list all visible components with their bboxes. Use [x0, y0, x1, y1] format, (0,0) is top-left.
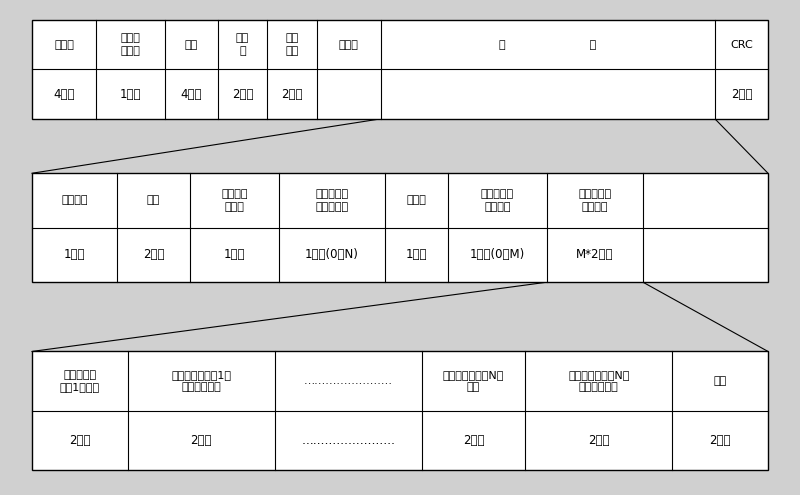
Text: 2字节: 2字节: [463, 434, 484, 447]
Text: 包标志位: 包标志位: [61, 196, 87, 205]
Text: 编码后未
解决数: 编码后未 解决数: [221, 189, 248, 212]
Text: 1字节: 1字节: [224, 248, 245, 261]
Text: ……………………: ……………………: [302, 434, 395, 447]
Text: 本包中已经
编码的包数: 本包中已经 编码的包数: [315, 189, 349, 212]
Bar: [32, 20, 768, 119]
Text: 2字节: 2字节: [281, 88, 302, 100]
Text: 1字节(0或M): 1字节(0或M): [470, 248, 525, 261]
Text: M*2字节: M*2字节: [576, 248, 614, 261]
Text: 前导码: 前导码: [54, 40, 74, 50]
Text: 1字节(0或N): 1字节(0或N): [305, 248, 359, 261]
Text: 本包中已经编码N的
包的目的地址: 本包中已经编码N的 包的目的地址: [568, 370, 630, 393]
Text: ……………………: ……………………: [304, 376, 393, 386]
Text: 帧长: 帧长: [185, 40, 198, 50]
Text: 1字节: 1字节: [63, 248, 85, 261]
Text: 2字节: 2字节: [190, 434, 212, 447]
Text: 2字节: 2字节: [730, 88, 752, 100]
Text: 1字节: 1字节: [120, 88, 142, 100]
Text: 本包中已经编码1的
包的目的地址: 本包中已经编码1的 包的目的地址: [171, 370, 231, 393]
Text: 本节点池中
包的包号: 本节点池中 包的包号: [578, 189, 612, 212]
Text: 4字节: 4字节: [181, 88, 202, 100]
Text: 本包中已经编码N的
包号: 本包中已经编码N的 包号: [443, 370, 504, 393]
Text: 本节点池中
包的个数: 本节点池中 包的个数: [481, 189, 514, 212]
Bar: [32, 173, 768, 282]
Text: 本包中已经
编码1的包号: 本包中已经 编码1的包号: [60, 370, 100, 393]
Text: CRC: CRC: [730, 40, 753, 50]
Text: 时间截: 时间截: [406, 196, 426, 205]
Text: 源地
址: 源地 址: [236, 33, 249, 56]
Text: 级数: 级数: [147, 196, 160, 205]
Text: 2字节: 2字节: [232, 88, 254, 100]
Text: 负                        载: 负 载: [499, 40, 597, 50]
Text: 2字节: 2字节: [588, 434, 610, 447]
Text: 目的
地址: 目的 地址: [286, 33, 298, 56]
Text: 2字节: 2字节: [142, 248, 164, 261]
Text: 控制域: 控制域: [339, 40, 358, 50]
Text: 保留: 保留: [714, 376, 726, 386]
Text: 1字节: 1字节: [406, 248, 427, 261]
Text: 2字节: 2字节: [710, 434, 731, 447]
Text: 4字节: 4字节: [54, 88, 75, 100]
Bar: [32, 351, 768, 470]
Text: 帧起始
分隔符: 帧起始 分隔符: [121, 33, 141, 56]
Text: 2字节: 2字节: [69, 434, 90, 447]
